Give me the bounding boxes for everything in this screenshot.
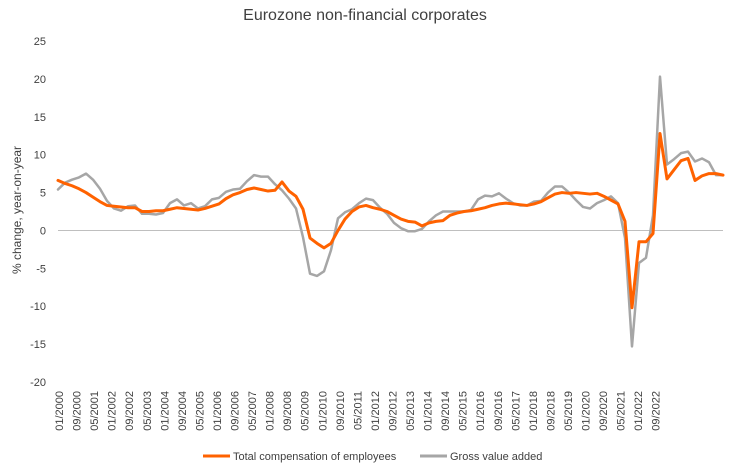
x-tick-label: 05/2009: [300, 391, 312, 431]
y-tick-label: -15: [30, 339, 46, 351]
x-tick-label: 01/2022: [633, 391, 645, 431]
x-tick-label: 05/2003: [142, 391, 154, 431]
y-tick-label: 20: [34, 74, 46, 86]
y-tick-label: -10: [30, 301, 46, 313]
y-tick-label: -20: [30, 377, 46, 389]
y-tick-label: 10: [34, 150, 46, 162]
series-line-compensation: [56, 131, 725, 310]
x-tick-label: 05/2017: [510, 391, 522, 431]
x-tick-label: 05/2007: [247, 391, 259, 431]
legend-label: Gross value added: [450, 451, 542, 463]
legend-label: Total compensation of employees: [233, 451, 397, 463]
x-tick-label: 05/2021: [616, 391, 628, 431]
x-tick-label: 01/2014: [423, 391, 435, 431]
x-tick-label: 09/2014: [440, 391, 452, 431]
x-tick-label: 09/2022: [651, 391, 663, 431]
x-tick-label: 09/2000: [72, 391, 84, 431]
x-tick-label: 09/2008: [282, 391, 294, 431]
x-axis-ticks: 01/2000 09/2000 05/2001 01/2002 09/2002 05/20…: [54, 391, 663, 431]
x-tick-label: 09/2002: [124, 391, 136, 431]
x-tick-label: 09/2020: [598, 391, 610, 431]
series-line-gva: [56, 75, 725, 348]
x-tick-label: 01/2018: [528, 391, 540, 431]
x-tick-label: 05/2019: [563, 391, 575, 431]
x-tick-label: 01/2020: [581, 391, 593, 431]
x-tick-label: 01/2004: [159, 391, 171, 431]
x-tick-label: 01/2012: [370, 391, 382, 431]
y-tick-label: 0: [40, 225, 46, 237]
x-tick-label: 01/2010: [317, 391, 329, 431]
chart-title: Eurozone non-financial corporates: [243, 7, 487, 24]
series-layer: [56, 75, 725, 348]
legend-item-gva: Gross value added: [420, 451, 542, 463]
y-tick-label: 25: [34, 36, 46, 48]
x-tick-label: 01/2006: [212, 391, 224, 431]
x-tick-label: 01/2002: [107, 391, 119, 431]
x-tick-label: 01/2016: [475, 391, 487, 431]
x-tick-label: 09/2006: [230, 391, 242, 431]
y-axis-ticks: 25 20 15 10 5 0 -5 -10 -15 -20: [30, 36, 46, 389]
legend-item-compensation: Total compensation of employees: [203, 451, 397, 463]
y-axis-label: % change, year-on-year: [10, 146, 24, 274]
x-tick-label: 09/2018: [545, 391, 557, 431]
legend: Total compensation of employees Gross val…: [203, 451, 542, 463]
x-tick-label: 01/2000: [54, 391, 66, 431]
x-tick-label: 05/2001: [89, 391, 101, 431]
x-tick-label: 05/2015: [458, 391, 470, 431]
x-tick-label: 05/2005: [194, 391, 206, 431]
y-tick-label: -5: [36, 263, 46, 275]
x-tick-label: 09/2004: [177, 391, 189, 431]
x-tick-label: 09/2012: [387, 391, 399, 431]
x-tick-label: 09/2010: [335, 391, 347, 431]
x-tick-label: 09/2016: [493, 391, 505, 431]
x-tick-label: 01/2008: [265, 391, 277, 431]
x-tick-label: 05/2011: [352, 391, 364, 430]
y-tick-label: 15: [34, 112, 46, 124]
x-tick-label: 05/2013: [405, 391, 417, 431]
y-tick-label: 5: [40, 188, 46, 200]
